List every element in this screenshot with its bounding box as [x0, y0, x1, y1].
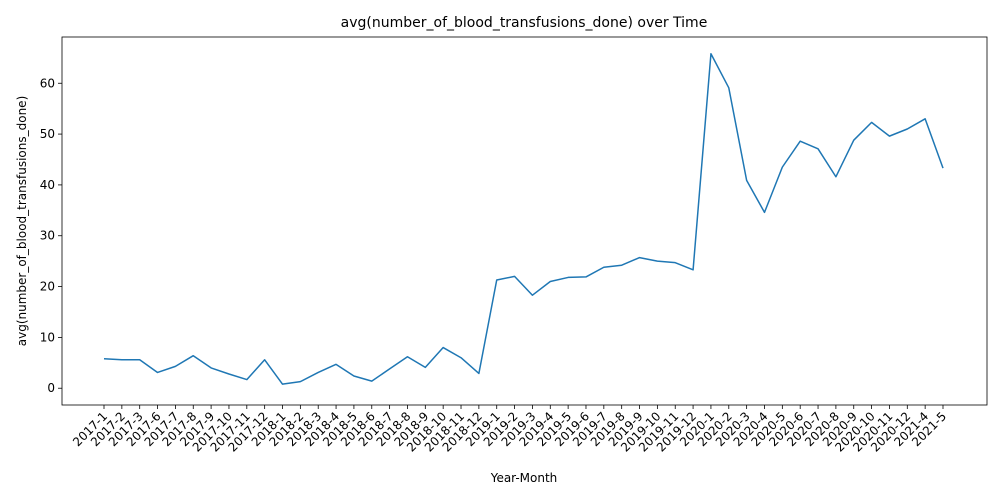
- data-point: [906, 128, 908, 130]
- data-point: [353, 375, 355, 377]
- data-point: [335, 363, 337, 365]
- data-point: [745, 179, 747, 181]
- data-point: [888, 135, 890, 137]
- data-point: [371, 380, 373, 382]
- data-point: [388, 368, 390, 370]
- data-point: [103, 358, 105, 360]
- data-point: [835, 176, 837, 178]
- data-point: [192, 354, 194, 356]
- data-point: [728, 87, 730, 89]
- data-point: [549, 280, 551, 282]
- data-point: [620, 264, 622, 266]
- x-axis-title: Year-Month: [490, 471, 558, 485]
- y-tick-label: 20: [40, 280, 55, 294]
- data-point: [263, 359, 265, 361]
- data-point: [710, 53, 712, 55]
- data-point: [442, 346, 444, 348]
- data-point: [121, 359, 123, 361]
- data-point: [763, 211, 765, 213]
- data-point: [156, 371, 158, 373]
- y-tick-label: 50: [40, 127, 55, 141]
- data-point: [870, 121, 872, 123]
- data-point: [603, 266, 605, 268]
- plot-frame: [61, 36, 988, 406]
- data-point: [638, 256, 640, 258]
- y-tick-label: 10: [40, 330, 55, 344]
- data-point: [531, 294, 533, 296]
- data-points: [103, 53, 944, 386]
- data-point: [496, 279, 498, 281]
- data-point: [317, 371, 319, 373]
- series-line: [103, 53, 944, 385]
- data-point: [460, 357, 462, 359]
- y-tick-label: 60: [40, 76, 55, 90]
- data-point: [174, 365, 176, 367]
- data-point: [567, 276, 569, 278]
- data-point: [585, 276, 587, 278]
- data-point: [924, 118, 926, 120]
- data-point: [299, 380, 301, 382]
- data-point: [406, 356, 408, 358]
- data-point: [139, 359, 141, 361]
- data-point: [781, 166, 783, 168]
- data-point: [210, 367, 212, 369]
- y-tick-label: 40: [40, 178, 55, 192]
- data-point: [692, 269, 694, 271]
- data-point: [281, 383, 283, 385]
- data-point: [513, 275, 515, 277]
- data-point: [853, 139, 855, 141]
- data-point: [478, 372, 480, 374]
- y-tick-label: 0: [47, 381, 55, 395]
- y-axis: 0 10 20 30 40 50 60: [40, 76, 62, 395]
- data-point: [228, 373, 230, 375]
- y-tick-label: 30: [40, 229, 55, 243]
- data-point: [656, 260, 658, 262]
- data-point: [817, 148, 819, 150]
- chart-title: avg(number_of_blood_transfusions_done) o…: [341, 15, 708, 31]
- data-point: [674, 261, 676, 263]
- y-axis-title: avg(number_of_blood_transfusions_done): [15, 96, 29, 347]
- data-point: [246, 378, 248, 380]
- x-axis: 2017-12017-22017-32017-62017-72017-82017…: [70, 405, 949, 455]
- data-point: [424, 366, 426, 368]
- data-point: [942, 167, 944, 169]
- data-point: [799, 140, 801, 142]
